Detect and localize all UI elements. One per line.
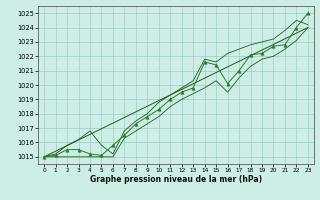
X-axis label: Graphe pression niveau de la mer (hPa): Graphe pression niveau de la mer (hPa) [90,175,262,184]
